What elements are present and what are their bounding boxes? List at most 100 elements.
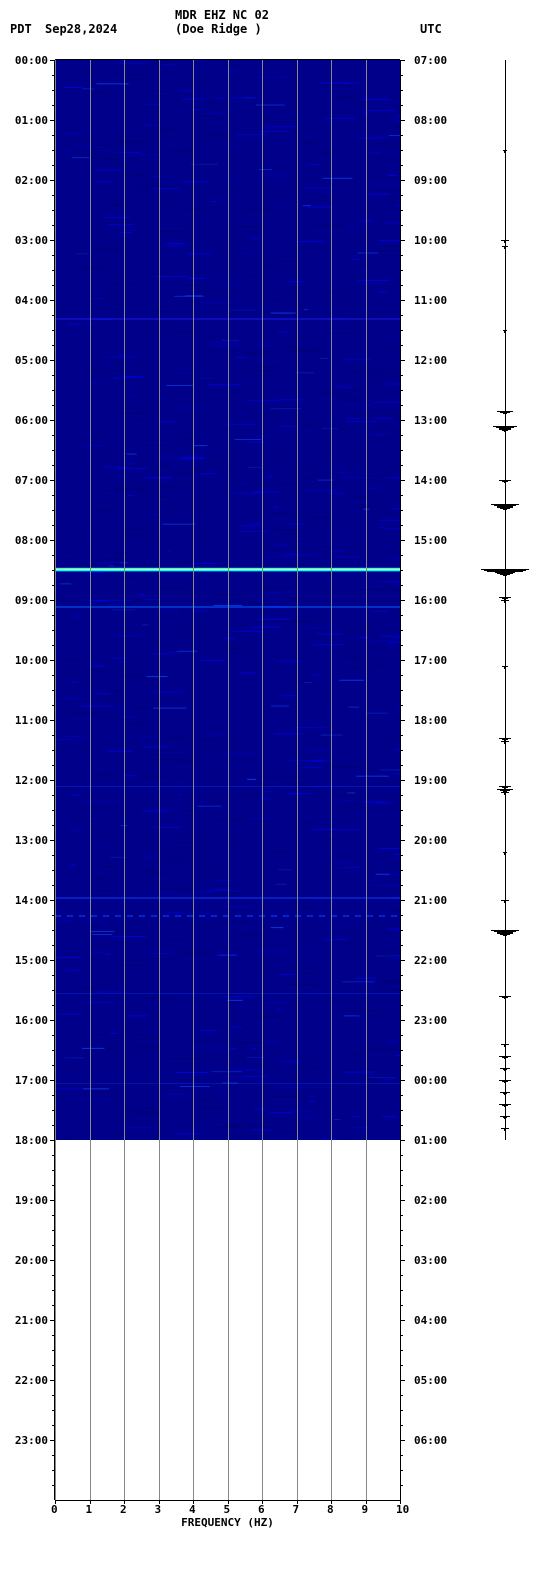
- x-axis-title: FREQUENCY (HZ): [55, 1516, 400, 1529]
- minor-tick-right: [400, 795, 403, 796]
- y-label-right: 14:00: [414, 474, 454, 487]
- minor-tick-right: [400, 1455, 403, 1456]
- trace-spike: [504, 1106, 506, 1107]
- y-tick-right: [400, 600, 405, 601]
- minor-tick-left: [52, 375, 55, 376]
- minor-tick-left: [52, 750, 55, 751]
- trace-spike: [504, 794, 506, 795]
- minor-tick-right: [400, 585, 403, 586]
- minor-tick-left: [52, 885, 55, 886]
- minor-tick-left: [52, 795, 55, 796]
- minor-tick-right: [400, 1185, 403, 1186]
- minor-tick-right: [400, 75, 403, 76]
- x-tick-label: 1: [86, 1503, 93, 1516]
- y-tick-right: [400, 120, 405, 121]
- x-gridline: [228, 60, 229, 1500]
- y-tick-right: [400, 900, 405, 901]
- y-label-right: 17:00: [414, 654, 454, 667]
- minor-tick-right: [400, 150, 403, 151]
- minor-tick-right: [400, 525, 403, 526]
- minor-tick-right: [400, 1290, 403, 1291]
- y-label-left: 02:00: [8, 174, 48, 187]
- minor-tick-right: [400, 1110, 403, 1111]
- y-label-left: 14:00: [8, 894, 48, 907]
- x-gridline: [90, 60, 91, 1500]
- minor-tick-right: [400, 630, 403, 631]
- y-tick-left: [50, 1380, 55, 1381]
- minor-tick-left: [52, 855, 55, 856]
- minor-tick-left: [52, 1245, 55, 1246]
- minor-tick-left: [52, 585, 55, 586]
- minor-tick-left: [52, 510, 55, 511]
- trace-spike: [504, 668, 506, 669]
- minor-tick-right: [400, 330, 403, 331]
- y-tick-left: [50, 360, 55, 361]
- y-label-left: 23:00: [8, 1434, 48, 1447]
- minor-tick-left: [52, 345, 55, 346]
- minor-tick-left: [52, 1365, 55, 1366]
- minor-tick-left: [52, 675, 55, 676]
- y-tick-left: [50, 1140, 55, 1141]
- y-label-right: 08:00: [414, 114, 454, 127]
- x-gridline: [331, 60, 332, 1500]
- y-label-right: 20:00: [414, 834, 454, 847]
- minor-tick-left: [52, 1035, 55, 1036]
- minor-tick-right: [400, 390, 403, 391]
- minor-tick-left: [52, 1155, 55, 1156]
- y-tick-right: [400, 240, 405, 241]
- minor-tick-left: [52, 1050, 55, 1051]
- minor-tick-right: [400, 435, 403, 436]
- minor-tick-right: [400, 975, 403, 976]
- minor-tick-right: [400, 1335, 403, 1336]
- minor-tick-right: [400, 1155, 403, 1156]
- y-label-right: 19:00: [414, 774, 454, 787]
- y-tick-left: [50, 1320, 55, 1321]
- x-gridline: [193, 60, 194, 1500]
- y-tick-right: [400, 480, 405, 481]
- y-label-right: 12:00: [414, 354, 454, 367]
- x-tick-label: 5: [224, 1503, 231, 1516]
- x-gridline: [55, 60, 56, 1500]
- minor-tick-right: [400, 450, 403, 451]
- y-label-right: 03:00: [414, 1254, 454, 1267]
- trace-spike: [503, 935, 507, 936]
- y-label-left: 03:00: [8, 234, 48, 247]
- trace-spike: [504, 332, 506, 333]
- y-label-left: 01:00: [8, 114, 48, 127]
- minor-tick-left: [52, 1095, 55, 1096]
- y-tick-right: [400, 1200, 405, 1201]
- minor-tick-left: [52, 315, 55, 316]
- x-tick-label: 8: [327, 1503, 334, 1516]
- minor-tick-left: [52, 285, 55, 286]
- x-tick-label: 4: [189, 1503, 196, 1516]
- seismic-trace: [480, 60, 530, 1140]
- x-tick-label: 2: [120, 1503, 127, 1516]
- minor-tick-right: [400, 765, 403, 766]
- minor-tick-right: [400, 495, 403, 496]
- y-tick-left: [50, 600, 55, 601]
- y-label-right: 22:00: [414, 954, 454, 967]
- y-label-right: 05:00: [414, 1374, 454, 1387]
- y-tick-left: [50, 840, 55, 841]
- y-label-right: 16:00: [414, 594, 454, 607]
- minor-tick-right: [400, 1425, 403, 1426]
- y-label-left: 17:00: [8, 1074, 48, 1087]
- y-label-left: 20:00: [8, 1254, 48, 1267]
- y-label-left: 09:00: [8, 594, 48, 607]
- minor-tick-left: [52, 1335, 55, 1336]
- spectrogram-plot: [55, 60, 400, 1500]
- y-label-right: 21:00: [414, 894, 454, 907]
- y-label-left: 12:00: [8, 774, 48, 787]
- minor-tick-left: [52, 825, 55, 826]
- x-tick-label: 10: [396, 1503, 409, 1516]
- plot-border-top: [55, 59, 400, 60]
- minor-tick-left: [52, 1485, 55, 1486]
- minor-tick-left: [52, 630, 55, 631]
- y-tick-right: [400, 60, 405, 61]
- date-label: Sep28,2024: [45, 22, 117, 36]
- minor-tick-left: [52, 1395, 55, 1396]
- y-tick-left: [50, 120, 55, 121]
- minor-tick-right: [400, 1215, 403, 1216]
- y-tick-right: [400, 300, 405, 301]
- x-gridline: [159, 60, 160, 1500]
